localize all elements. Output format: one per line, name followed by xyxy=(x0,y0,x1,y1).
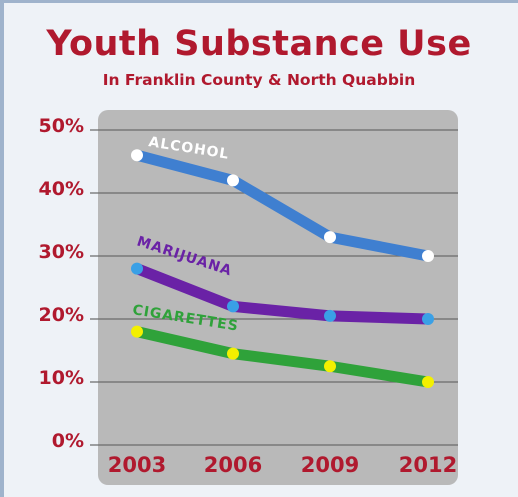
series-line-marijuana xyxy=(131,263,434,325)
data-point-alcohol xyxy=(324,231,336,244)
chart-title: Youth Substance Use xyxy=(46,24,472,64)
x-tick-label: 2003 xyxy=(108,453,166,477)
y-tick-label: 10% xyxy=(39,367,84,389)
y-tick-label: 20% xyxy=(39,304,84,326)
x-tick-label: 2009 xyxy=(301,453,359,477)
data-point-cigarettes xyxy=(324,360,336,373)
x-tick-label: 2012 xyxy=(399,453,457,477)
data-point-alcohol xyxy=(227,174,239,187)
data-point-marijuana xyxy=(227,300,239,313)
data-point-cigarettes xyxy=(422,376,434,388)
chart-subtitle: In Franklin County & North Quabbin xyxy=(102,71,416,89)
x-tick-label: 2006 xyxy=(204,453,262,477)
series-line-cigarettes xyxy=(131,326,434,388)
series-line-alcohol xyxy=(131,149,434,262)
data-point-marijuana xyxy=(131,262,143,275)
y-tick-label: 40% xyxy=(39,178,84,200)
y-tick-label: 30% xyxy=(39,241,84,263)
data-point-marijuana xyxy=(324,309,336,322)
y-tick-label: 50% xyxy=(39,115,84,137)
data-point-alcohol xyxy=(422,250,434,262)
data-point-marijuana xyxy=(422,313,434,325)
data-point-alcohol xyxy=(131,149,143,162)
data-point-cigarettes xyxy=(227,347,239,360)
data-point-cigarettes xyxy=(131,325,143,338)
plot-area xyxy=(98,110,458,485)
y-tick-label: 0% xyxy=(52,430,84,452)
